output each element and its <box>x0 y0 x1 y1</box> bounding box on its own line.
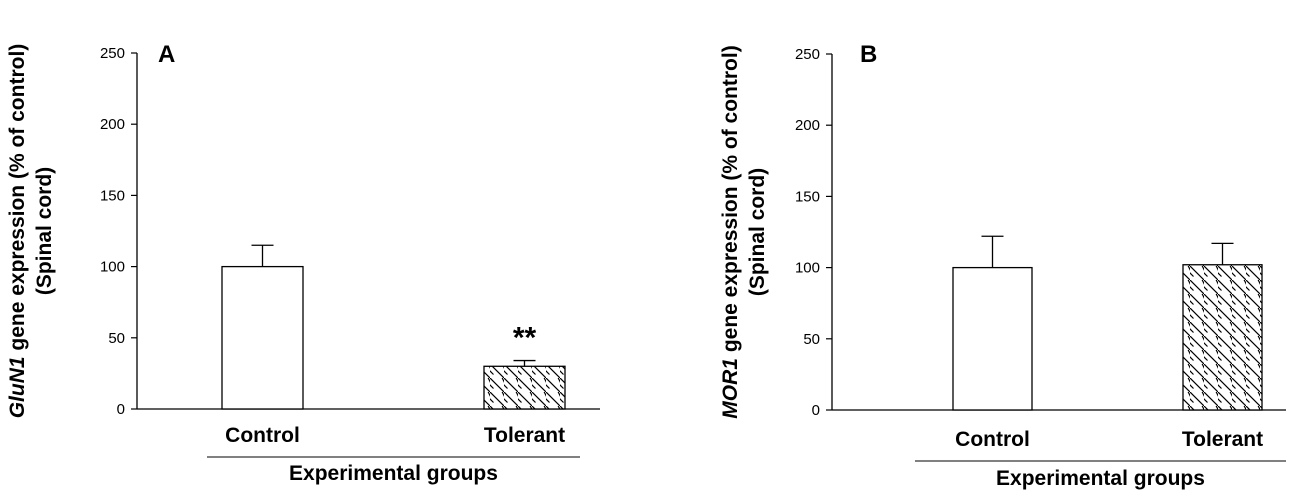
y-tick-label: 250 <box>100 45 125 62</box>
y-tick-label: 50 <box>108 330 125 347</box>
y-axis-title-rest: gene expression (% of control) <box>6 44 29 357</box>
y-axis-title: GluN1 gene expression (% of control) <box>6 44 29 419</box>
bar-tolerant <box>483 365 566 410</box>
panel-letter: A <box>158 41 175 68</box>
y-tick-label: 0 <box>812 402 820 419</box>
x-axis-title: Experimental groups <box>289 462 498 485</box>
chart-panel-b: 0 50 100 150 200 250 Control Tolerant Experiment… <box>719 41 1286 490</box>
y-axis-title-line2: (Spinal cord) <box>33 167 56 295</box>
bar-control <box>952 266 1033 411</box>
panel-letter: B <box>860 41 877 68</box>
y-axis-title-line2: (Spinal cord) <box>746 168 769 296</box>
y-tick-label: 50 <box>803 331 820 348</box>
y-tick-label: 100 <box>100 259 125 276</box>
y-axis-title-gene: GluN1 <box>6 356 29 418</box>
category-label: Tolerant <box>484 424 565 447</box>
category-label: Tolerant <box>1182 428 1263 451</box>
y-tick-label: 100 <box>795 260 820 277</box>
y-axis-title-gene: MOR1 <box>719 358 742 419</box>
y-tick-label: 250 <box>795 46 820 63</box>
bar-tolerant <box>1182 264 1263 411</box>
y-axis-title: MOR1 gene expression (% of control) <box>719 45 742 418</box>
y-tick-label: 200 <box>795 117 820 134</box>
chart-panel-a: 0 50 100 150 200 250 Control Tolerant ** Experime… <box>6 41 600 485</box>
y-axis-title-rest: gene expression (% of control) <box>719 45 742 358</box>
category-label: Control <box>955 428 1030 451</box>
x-axis-title: Experimental groups <box>996 467 1205 490</box>
y-tick-label: 0 <box>117 401 125 418</box>
y-tick-label: 150 <box>795 188 820 205</box>
category-label: Control <box>225 424 300 447</box>
significance-label: ** <box>513 322 537 355</box>
y-tick-label: 200 <box>100 116 125 133</box>
y-tick-label: 150 <box>100 187 125 204</box>
bar-control <box>221 265 304 410</box>
